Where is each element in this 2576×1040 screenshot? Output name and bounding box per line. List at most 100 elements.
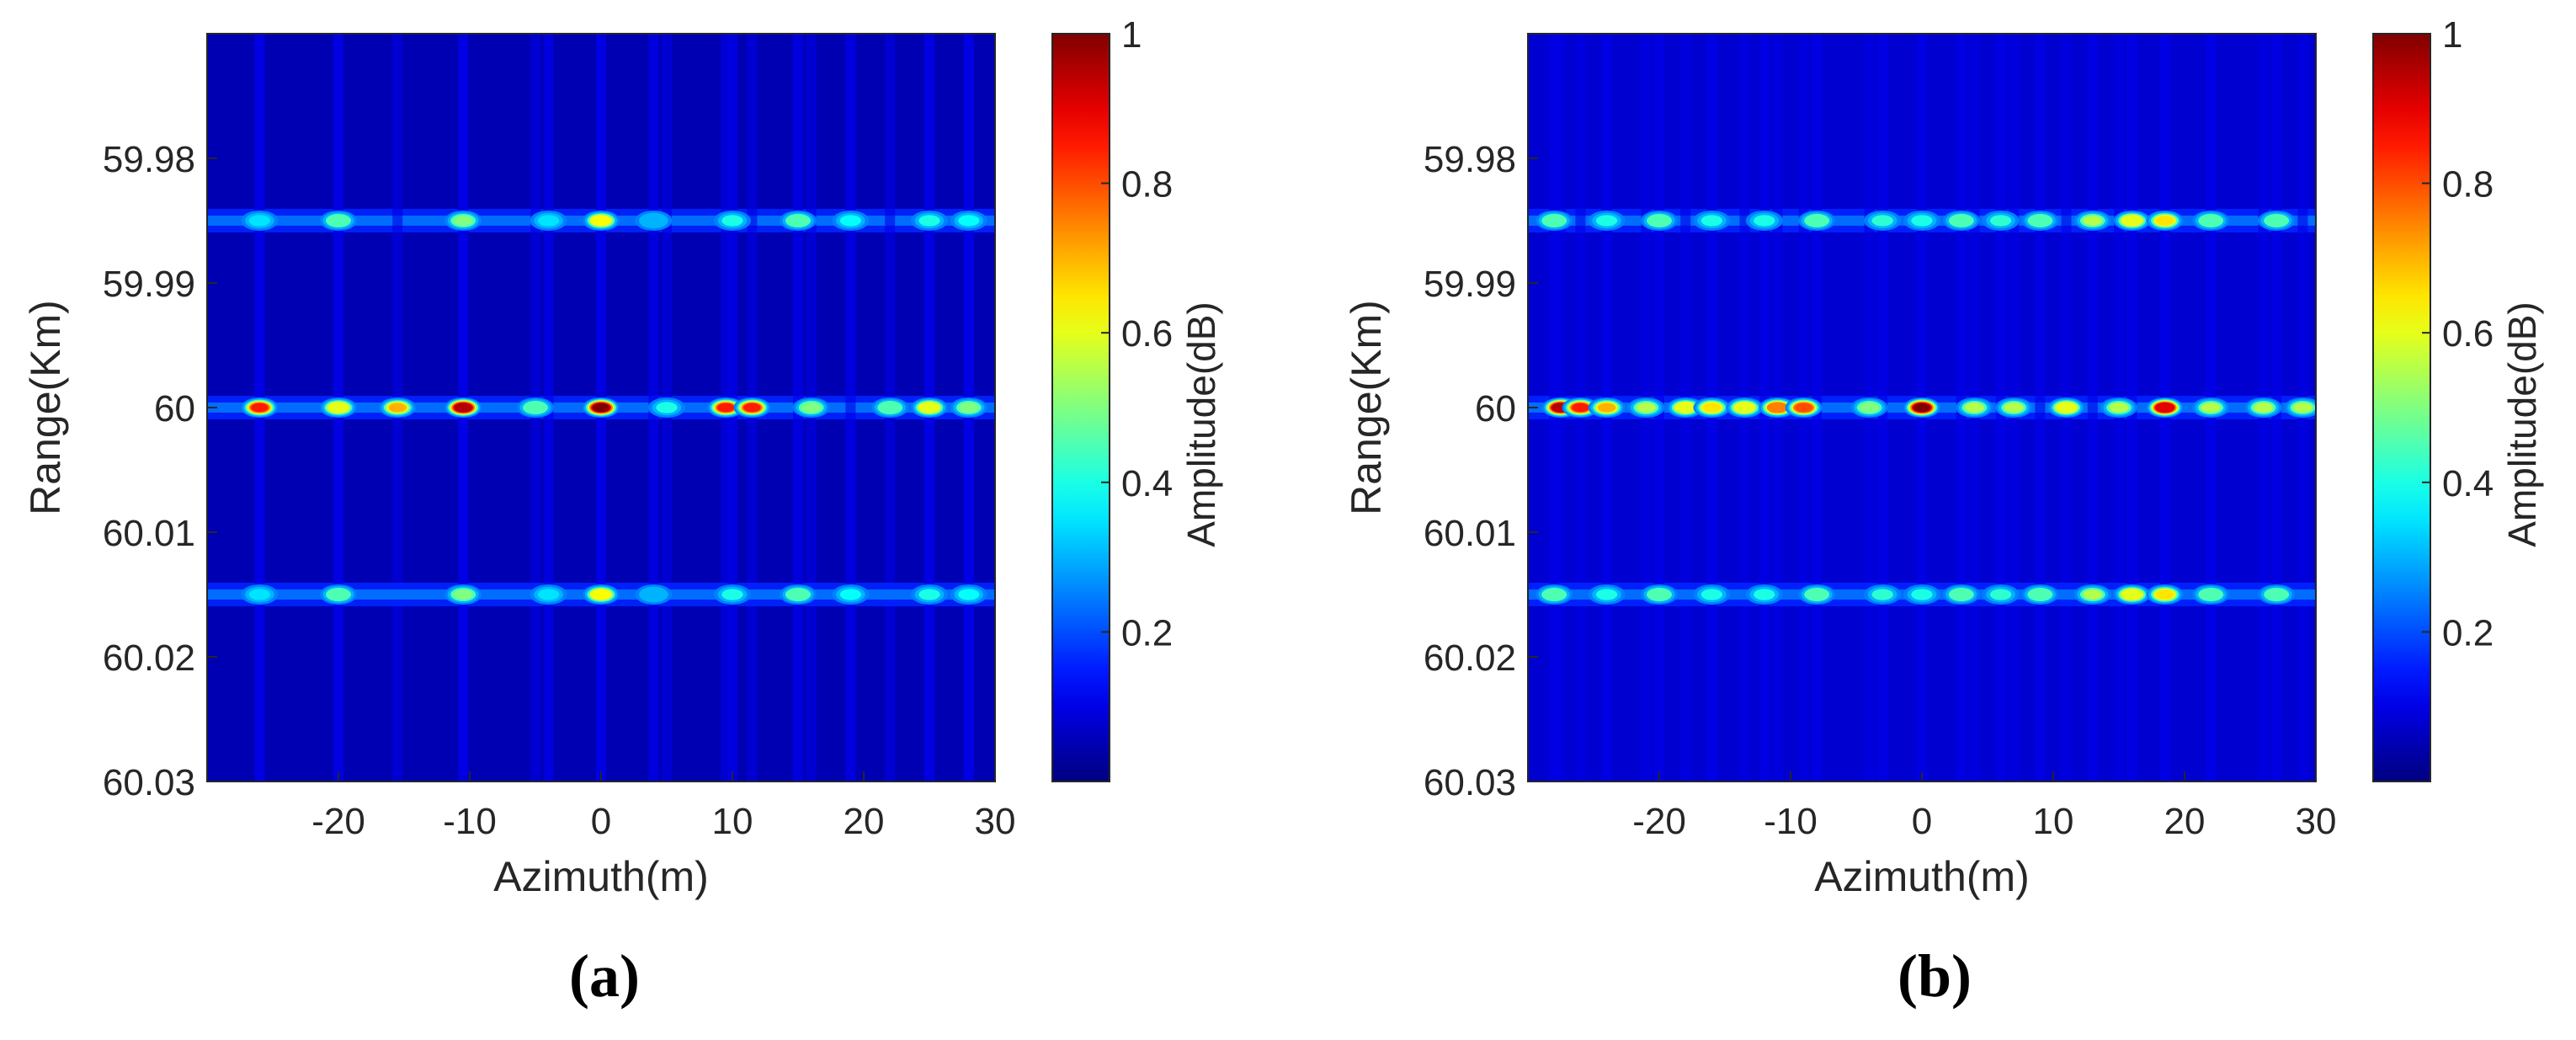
peak <box>635 211 673 231</box>
peak <box>583 397 620 418</box>
peak <box>2047 397 2085 418</box>
peak <box>1850 397 1888 418</box>
peak <box>714 211 751 231</box>
peak <box>1798 584 1836 605</box>
peak <box>832 211 870 231</box>
peak <box>1535 211 1573 231</box>
y-tick-label: 60.02 <box>103 637 195 679</box>
peak <box>707 397 745 418</box>
peak <box>950 397 987 418</box>
x-tick-label: 0 <box>591 801 611 842</box>
colorbar-tick-label: 0.2 <box>1121 612 1173 653</box>
heatmap-a <box>207 34 995 781</box>
peak <box>1667 397 1705 418</box>
peak <box>2146 397 2184 418</box>
colorbar-tick-label: 0.6 <box>2442 313 2494 355</box>
peak <box>950 584 987 605</box>
peak <box>2113 584 2151 605</box>
peak <box>832 584 870 605</box>
peak <box>241 584 279 605</box>
x-tick-label: -10 <box>1764 801 1818 842</box>
colorbar-tick-label: 0.4 <box>1121 463 1173 504</box>
peak <box>950 211 987 231</box>
peak <box>1956 397 1993 418</box>
peak <box>792 397 830 418</box>
peak <box>241 211 279 231</box>
peak <box>733 397 771 418</box>
sidelobe-streak <box>2087 34 2098 781</box>
colorbar-tick-label: 0.8 <box>2442 164 2494 205</box>
colorbar-label: Amplitude(dB) <box>2500 301 2544 547</box>
peak <box>1745 584 1783 605</box>
y-tick-label: 60.03 <box>103 762 195 803</box>
x-tick-label: 10 <box>2033 801 2074 842</box>
peak <box>2021 584 2059 605</box>
y-tick-label: 60 <box>1475 388 1516 429</box>
peak <box>2258 584 2296 605</box>
peak <box>1759 397 1796 418</box>
x-tick-label: -10 <box>443 801 497 842</box>
colorbar-b <box>2372 33 2431 782</box>
peak <box>2284 397 2316 418</box>
x-axis-label: Azimuth(m) <box>1814 853 2030 900</box>
colorbar-label: Amplitude(dB) <box>1179 301 1223 547</box>
colorbar-tick-label: 1 <box>1121 14 1142 56</box>
x-tick-label: 30 <box>975 801 1016 842</box>
peak <box>635 584 673 605</box>
peak <box>1903 584 1940 605</box>
peak <box>379 397 417 418</box>
peak <box>1903 211 1940 231</box>
peak <box>714 584 751 605</box>
panel-a-label: (a) <box>569 942 640 1010</box>
peak <box>1726 397 1764 418</box>
peak <box>2073 584 2111 605</box>
panel-b-label: (b) <box>1897 942 1972 1010</box>
peak <box>1785 397 1823 418</box>
peak <box>2192 397 2230 418</box>
peak <box>1864 211 1902 231</box>
peak <box>2073 211 2111 231</box>
peak <box>517 397 554 418</box>
peak <box>871 397 909 418</box>
peak <box>1903 397 1940 418</box>
colorbar-tick-label: 0.8 <box>1121 164 1173 205</box>
peak <box>2021 211 2059 231</box>
y-tick-label: 59.99 <box>103 264 195 305</box>
peak <box>1693 584 1731 605</box>
peak <box>1588 397 1626 418</box>
x-tick-label: 30 <box>2296 801 2337 842</box>
peak <box>1942 584 1980 605</box>
peak <box>1693 397 1731 418</box>
x-tick-label: -20 <box>311 801 365 842</box>
peak <box>1995 397 2033 418</box>
peak <box>1798 211 1836 231</box>
peak <box>1641 584 1678 605</box>
sidelobe-streak <box>2035 34 2046 781</box>
peak <box>1588 584 1626 605</box>
peak <box>444 211 482 231</box>
peak <box>911 397 948 418</box>
y-tick-label: 60.01 <box>1424 513 1516 554</box>
y-tick-label: 60.02 <box>1424 637 1516 679</box>
peak <box>911 584 948 605</box>
peak <box>320 584 357 605</box>
peak <box>1942 211 1980 231</box>
x-tick-label: 20 <box>844 801 885 842</box>
peak <box>780 584 817 605</box>
y-axis-label: Range(Km) <box>1343 300 1390 515</box>
peak <box>1864 584 1902 605</box>
peak <box>1535 584 1573 605</box>
x-tick-label: 0 <box>1912 801 1932 842</box>
peak <box>530 584 567 605</box>
y-tick-label: 59.98 <box>103 139 195 180</box>
y-tick-label: 59.99 <box>1424 264 1516 305</box>
peak <box>2113 211 2151 231</box>
peak <box>1982 211 2020 231</box>
peak <box>320 211 357 231</box>
peak <box>2146 584 2184 605</box>
peak <box>2146 211 2184 231</box>
peak <box>444 397 482 418</box>
peak <box>2192 584 2230 605</box>
peak <box>780 211 817 231</box>
